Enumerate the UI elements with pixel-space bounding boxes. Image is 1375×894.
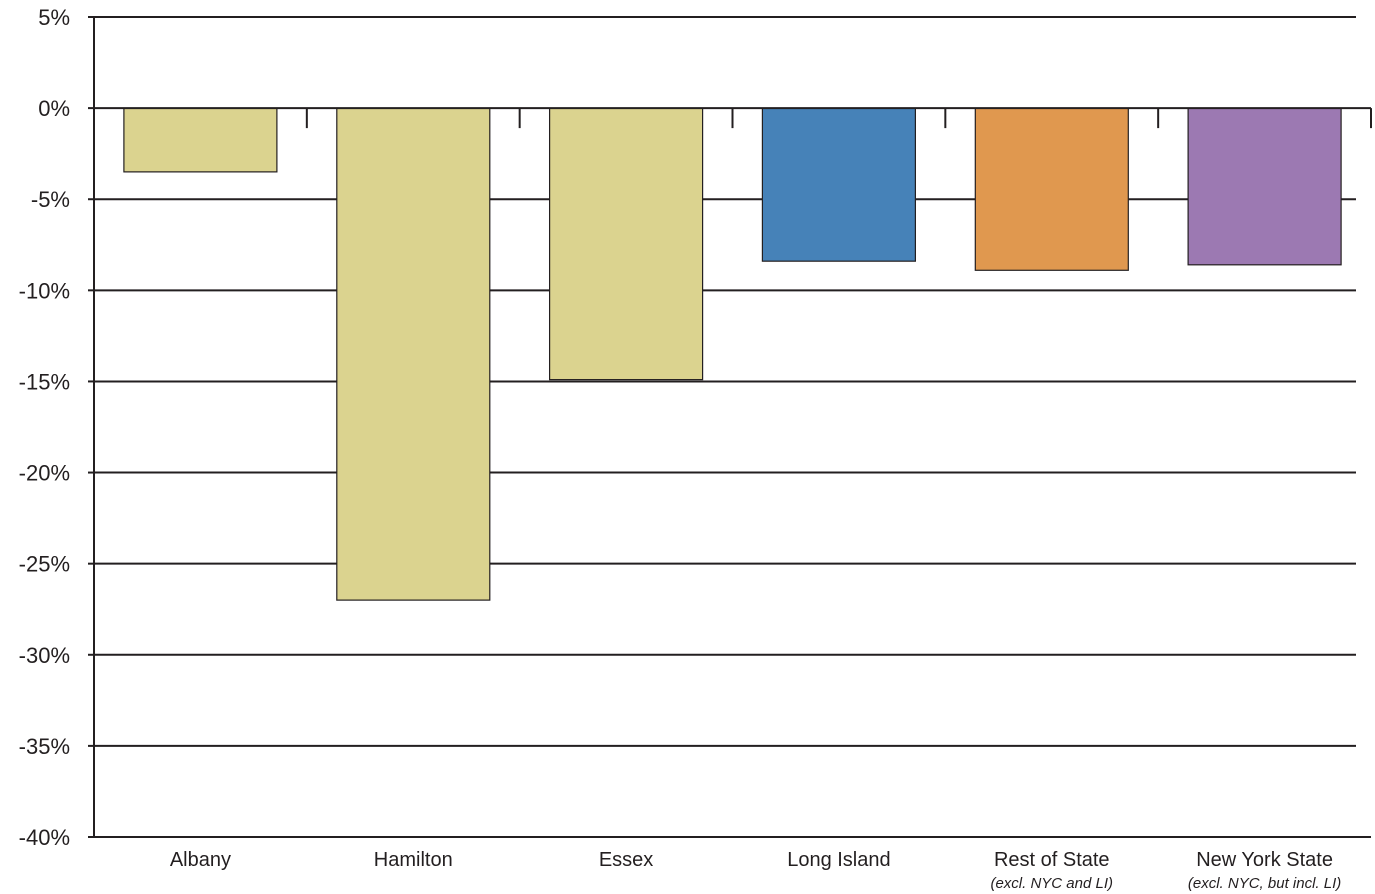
x-tick-label: Long Island xyxy=(787,849,890,871)
axes xyxy=(88,16,1372,838)
y-tick-labels: 5% 0% -5% -10% -15% -20% -25% -30% -35% -40% xyxy=(19,5,70,850)
y-tick-label: -10% xyxy=(19,278,70,303)
bar xyxy=(336,107,491,601)
y-tick-label: -25% xyxy=(19,552,70,577)
y-tick-label: -20% xyxy=(19,461,70,486)
bar xyxy=(761,107,917,262)
y-tick-label: -5% xyxy=(31,187,70,212)
y-tick-label: -15% xyxy=(19,369,70,394)
y-tick-label: -35% xyxy=(19,734,70,759)
y-tick-label: 5% xyxy=(38,5,70,30)
bars xyxy=(123,107,1342,601)
bar xyxy=(974,107,1129,271)
x-tick-sublabel: (excl. NYC and LI) xyxy=(990,875,1113,892)
bar xyxy=(548,107,704,381)
x-tick-sublabel: (excl. NYC, but incl. LI) xyxy=(1188,875,1341,892)
y-tick-label: 0% xyxy=(38,96,70,121)
y-tick-label: -40% xyxy=(19,825,70,850)
x-tick-label: Albany xyxy=(170,849,231,871)
x-tick-labels: Albany Hamilton Essex Long Island Rest of St… xyxy=(170,849,1341,892)
gridlines xyxy=(94,16,1356,747)
x-tick-label: Rest of State xyxy=(994,849,1110,871)
bar xyxy=(123,107,278,173)
x-tick-label: Essex xyxy=(599,849,653,871)
y-tick-label: -30% xyxy=(19,643,70,668)
bar xyxy=(1187,107,1342,266)
x-tick-label: New York State xyxy=(1196,849,1333,871)
x-tick-label: Hamilton xyxy=(374,849,453,871)
